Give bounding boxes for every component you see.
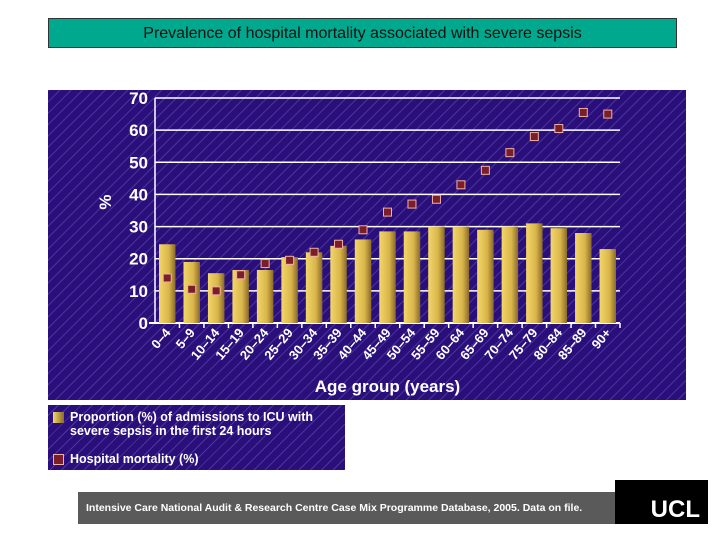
bar — [428, 226, 445, 323]
mortality-point — [456, 180, 466, 190]
legend-item-bar: Proportion (%) of admissions to ICU with… — [53, 410, 340, 438]
mortality-point — [334, 239, 344, 249]
bar — [330, 245, 347, 323]
bar — [305, 252, 323, 323]
bar — [452, 226, 470, 323]
ucl-logo: UCL — [615, 480, 708, 524]
mortality-point — [554, 124, 564, 134]
y-tick-label: 60 — [129, 121, 148, 140]
mortality-point — [578, 107, 588, 117]
source-footer: Intensive Care National Audit & Research… — [78, 492, 615, 524]
mortality-point — [236, 270, 246, 280]
y-tick-label: 40 — [129, 185, 148, 204]
bar — [501, 226, 519, 323]
y-tick-label: 30 — [129, 218, 148, 237]
bar — [575, 233, 592, 323]
mortality-point — [162, 273, 172, 283]
legend-label: Hospital mortality (%) — [70, 452, 199, 466]
mortality-point — [187, 284, 197, 294]
legend-label: Proportion (%) of admissions to ICU with… — [70, 410, 314, 438]
bar-swatch — [53, 412, 64, 423]
y-tick-label: 50 — [129, 153, 148, 172]
mortality-point — [529, 132, 539, 142]
mortality-point — [383, 207, 392, 217]
mortality-point — [480, 165, 490, 175]
mortality-point — [505, 148, 515, 158]
bar — [159, 244, 176, 323]
bar — [526, 223, 543, 323]
bar — [354, 239, 372, 323]
mortality-point — [211, 286, 221, 296]
mortality-point — [309, 247, 319, 257]
bar — [477, 229, 494, 323]
y-tick-label: 0 — [139, 314, 148, 333]
bar — [256, 269, 274, 323]
bar — [232, 269, 249, 323]
y-tick-label: 10 — [129, 282, 148, 301]
mortality-point — [431, 194, 441, 204]
y-axis-title: % — [96, 194, 115, 209]
bar — [599, 249, 616, 323]
mortality-point — [603, 109, 613, 119]
legend: Proportion (%) of admissions to ICU with… — [48, 405, 345, 470]
bar — [207, 273, 225, 323]
slide-title: Prevalence of hospital mortality associa… — [48, 18, 677, 48]
mortality-point — [407, 199, 417, 209]
y-tick-label: 70 — [129, 90, 148, 108]
bar — [281, 257, 298, 323]
mortality-point — [358, 225, 368, 235]
mortality-point — [260, 259, 270, 269]
marker-swatch — [53, 454, 64, 465]
legend-item-mortality: Hospital mortality (%) — [53, 452, 199, 466]
bar — [379, 231, 396, 323]
mortality-point — [285, 255, 295, 265]
x-axis-title: Age group (years) — [315, 377, 460, 396]
bar — [403, 231, 421, 323]
bar — [550, 228, 568, 323]
y-tick-label: 20 — [129, 250, 148, 269]
